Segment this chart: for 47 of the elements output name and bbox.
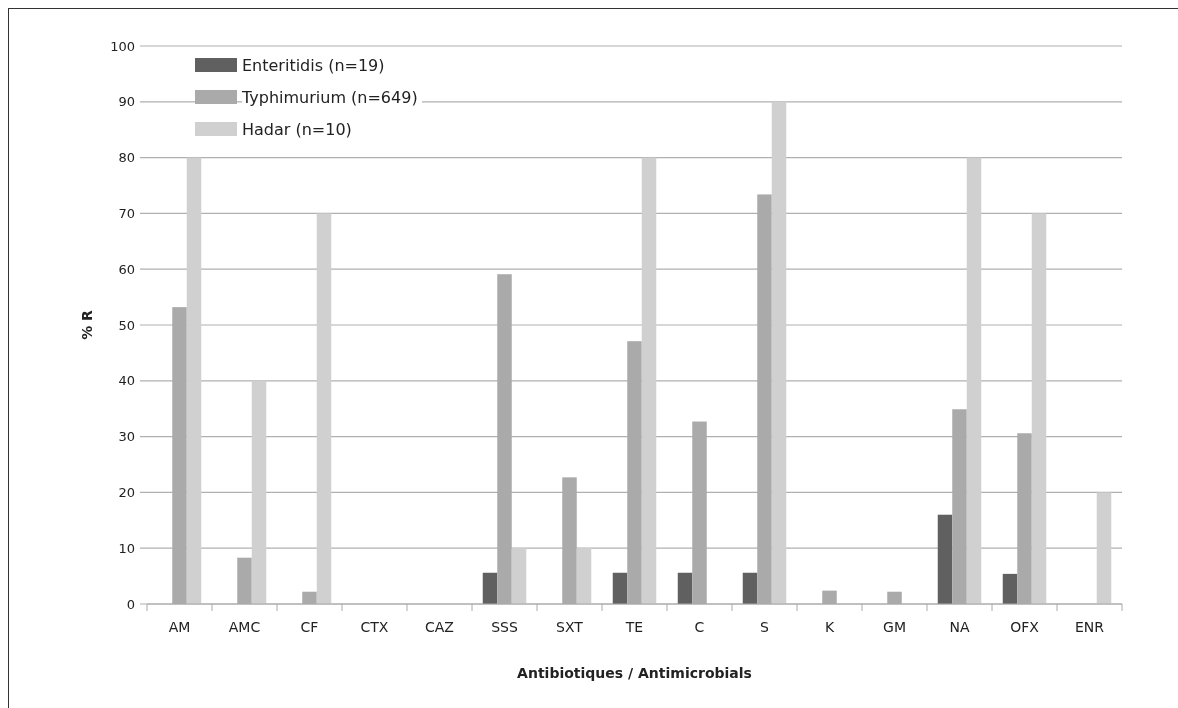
x-tick-label: ENR bbox=[1074, 619, 1105, 635]
x-tick-label: NA bbox=[949, 619, 970, 635]
y-tick-label: 90 bbox=[118, 94, 135, 110]
legend-label: Enteritidis (n=19) bbox=[242, 55, 385, 75]
bar bbox=[771, 101, 787, 604]
bar bbox=[742, 572, 758, 604]
bar bbox=[677, 572, 693, 604]
x-tick-label: S bbox=[760, 619, 770, 635]
y-tick-label: 50 bbox=[118, 317, 135, 333]
bar bbox=[316, 213, 332, 604]
x-tick-label: SXT bbox=[556, 619, 584, 635]
y-tick-label: 40 bbox=[118, 373, 135, 389]
bar bbox=[576, 548, 592, 604]
x-tick-label: AM bbox=[168, 619, 191, 635]
x-tick-label: CF bbox=[300, 619, 319, 635]
y-tick-label: 20 bbox=[118, 484, 135, 500]
bar bbox=[186, 157, 202, 604]
y-tick-label: 30 bbox=[118, 429, 135, 445]
x-tick-label: CAZ bbox=[425, 619, 454, 635]
legend-label: Typhimurium (n=649) bbox=[241, 87, 418, 107]
y-tick-label: 60 bbox=[118, 261, 135, 277]
x-tick-label: GM bbox=[883, 619, 906, 635]
y-tick-label: 10 bbox=[118, 540, 135, 556]
y-tick-label: 70 bbox=[118, 205, 135, 221]
legend-label: Hadar (n=10) bbox=[242, 119, 352, 139]
x-axis-title: Antibiotiques / Antimicrobials bbox=[517, 665, 752, 681]
bar bbox=[511, 548, 527, 604]
x-tick-label: SSS bbox=[491, 619, 518, 635]
x-tick-label: C bbox=[694, 619, 705, 635]
bar bbox=[482, 572, 498, 604]
x-tick-label: CTX bbox=[360, 619, 389, 635]
bar bbox=[612, 572, 628, 604]
x-tick-label: TE bbox=[624, 619, 644, 635]
x-tick-label: OFX bbox=[1010, 619, 1040, 635]
y-tick-label: 100 bbox=[110, 38, 135, 54]
bar bbox=[1002, 573, 1018, 604]
bar bbox=[641, 157, 657, 604]
x-tick-label: AMC bbox=[228, 619, 261, 635]
bar bbox=[966, 157, 982, 604]
bar bbox=[1031, 213, 1047, 604]
bar bbox=[1096, 492, 1112, 604]
y-tick-label: 80 bbox=[118, 150, 135, 166]
y-axis-title: % R bbox=[79, 309, 95, 340]
y-tick-label: 0 bbox=[126, 596, 135, 612]
bar bbox=[251, 380, 267, 604]
x-tick-label: K bbox=[824, 619, 835, 635]
bar bbox=[937, 514, 953, 604]
